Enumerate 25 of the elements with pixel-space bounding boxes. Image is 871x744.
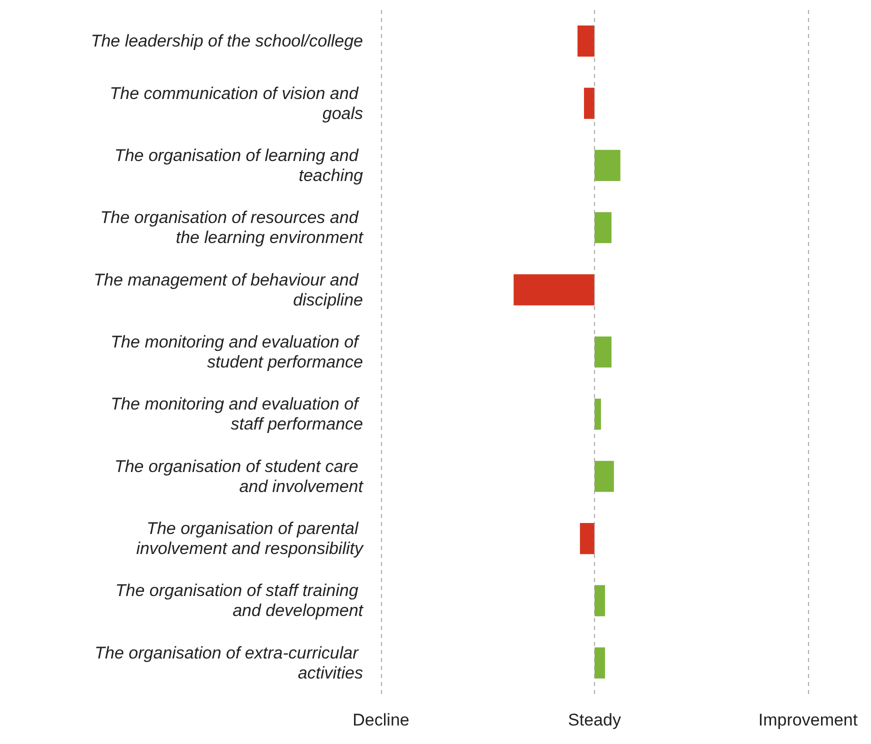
bar: [578, 26, 594, 57]
y-tick-label: The organisation of student care and involvement: [114, 456, 364, 496]
bar: [594, 212, 612, 244]
bar: [514, 274, 594, 306]
bar: [594, 585, 606, 616]
bar: [584, 88, 594, 119]
y-tick-label: The communication of vision and goals: [110, 84, 364, 123]
y-tick-label: The organisation of resources and the learning environment: [100, 208, 364, 248]
y-tick-label: The monitoring and evaluation of staff performance: [110, 394, 363, 434]
ref-line-label: Decline: [352, 710, 410, 730]
y-tick-label: The organisation of extra-curricular activities: [94, 643, 364, 682]
ref-line-label: Improvement: [758, 710, 858, 730]
y-tick-label: The monitoring and evaluation of student performance: [110, 332, 363, 372]
y-tick-label: The organisation of staff training and development: [115, 581, 364, 620]
bar: [594, 150, 620, 181]
y-tick-label: The organisation of learning and teaching: [114, 146, 364, 185]
ref-line-label: Steady: [568, 710, 622, 730]
bar: [594, 460, 614, 492]
y-tick-label: The management of behaviour and discipline: [94, 270, 363, 310]
y-tick-label: The leadership of the school/college: [90, 32, 363, 51]
y-tick-label: The organisation of parental involvement and responsibility: [136, 519, 364, 558]
bar: [594, 647, 606, 678]
bar: [580, 523, 594, 554]
bar: [594, 398, 601, 430]
bar: [594, 336, 612, 368]
